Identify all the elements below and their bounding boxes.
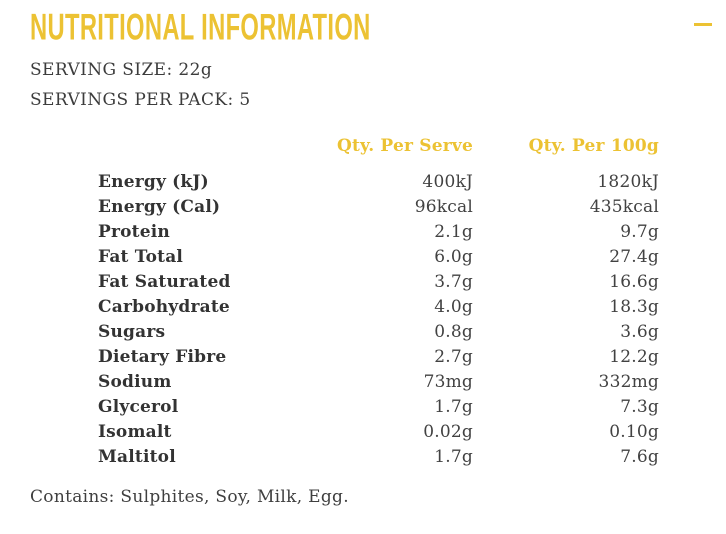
row-label: Carbohydrate [98, 297, 230, 317]
row-value-per-serve: 96kcal [414, 197, 473, 217]
row-value-per-100g: 7.6g [620, 447, 659, 467]
table-row: Isomalt 0.02g 0.10g [98, 420, 659, 445]
row-label: Dietary Fibre [98, 347, 227, 367]
column-header-per-100g: Qty. Per 100g [528, 136, 659, 156]
contains-allergens-text: Contains: Sulphites, Soy, Milk, Egg. [30, 487, 349, 507]
row-value-per-100g: 7.3g [620, 397, 659, 417]
page-title: NUTRITIONAL INFORMATION [30, 5, 371, 48]
table-row: Energy (kJ) 400kJ 1820kJ [98, 170, 659, 195]
row-value-per-serve: 1.7g [434, 397, 473, 417]
row-value-per-100g: 16.6g [609, 272, 659, 292]
table-row: Maltitol 1.7g 7.6g [98, 445, 659, 470]
table-header-row: Qty. Per Serve Qty. Per 100g [98, 134, 659, 159]
row-value-per-100g: 1820kJ [597, 172, 659, 192]
row-label: Energy (Cal) [98, 197, 221, 217]
row-value-per-serve: 2.1g [434, 222, 473, 242]
row-label: Energy (kJ) [98, 172, 209, 192]
row-label: Glycerol [98, 397, 179, 417]
row-value-per-100g: 9.7g [620, 222, 659, 242]
table-row: Energy (Cal) 96kcal 435kcal [98, 195, 659, 220]
row-label: Maltitol [98, 447, 176, 467]
row-value-per-serve: 6.0g [434, 247, 473, 267]
row-value-per-100g: 12.2g [609, 347, 659, 367]
row-label: Fat Total [98, 247, 184, 267]
table-row: Protein 2.1g 9.7g [98, 220, 659, 245]
table-row: Dietary Fibre 2.7g 12.2g [98, 345, 659, 370]
nutrition-table: Qty. Per Serve Qty. Per 100g Energy (kJ)… [98, 134, 659, 470]
row-value-per-serve: 0.02g [423, 422, 473, 442]
table-row: Glycerol 1.7g 7.3g [98, 395, 659, 420]
row-value-per-100g: 0.10g [609, 422, 659, 442]
column-header-per-serve: Qty. Per Serve [337, 136, 473, 156]
row-value-per-serve: 400kJ [422, 172, 473, 192]
row-value-per-serve: 4.0g [434, 297, 473, 317]
row-value-per-100g: 3.6g [620, 322, 659, 342]
table-row: Sugars 0.8g 3.6g [98, 320, 659, 345]
row-label: Isomalt [98, 422, 172, 442]
row-value-per-serve: 2.7g [434, 347, 473, 367]
servings-per-pack-text: SERVINGS PER PACK: 5 [30, 90, 251, 110]
table-row: Fat Saturated 3.7g 16.6g [98, 270, 659, 295]
row-value-per-100g: 27.4g [609, 247, 659, 267]
serving-size-text: SERVING SIZE: 22g [30, 60, 213, 80]
row-label: Sugars [98, 322, 166, 342]
row-value-per-serve: 73mg [423, 372, 473, 392]
row-value-per-serve: 1.7g [434, 447, 473, 467]
row-label: Sodium [98, 372, 172, 392]
row-label: Protein [98, 222, 170, 242]
top-right-dash-decoration [694, 23, 712, 26]
row-value-per-100g: 435kcal [589, 197, 659, 217]
row-value-per-100g: 18.3g [609, 297, 659, 317]
row-value-per-serve: 3.7g [434, 272, 473, 292]
table-row: Sodium 73mg 332mg [98, 370, 659, 395]
table-row: Carbohydrate 4.0g 18.3g [98, 295, 659, 320]
row-label: Fat Saturated [98, 272, 231, 292]
table-row: Fat Total 6.0g 27.4g [98, 245, 659, 270]
row-value-per-100g: 332mg [598, 372, 659, 392]
row-value-per-serve: 0.8g [434, 322, 473, 342]
